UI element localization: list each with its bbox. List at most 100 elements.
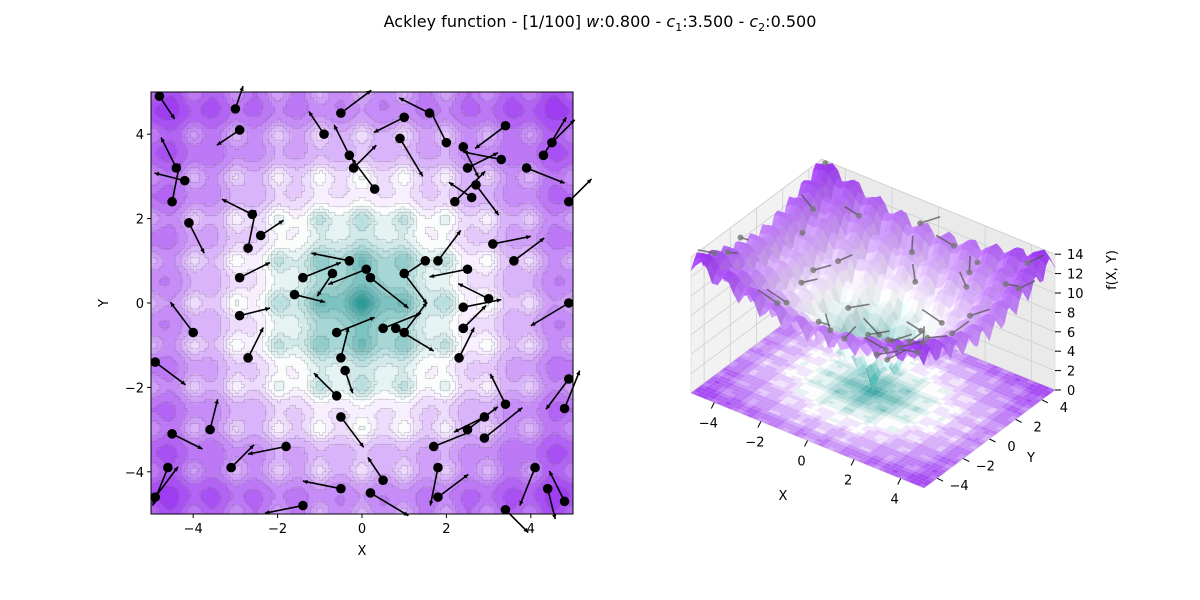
particle [433,229,462,266]
floor-cell [923,410,932,415]
floor-cell [816,372,825,378]
particle [234,307,271,321]
particle-velocity-arrow [519,467,536,506]
floor-cell [785,366,794,372]
floor-cell [866,452,875,457]
floor-cell [903,378,911,383]
floor-cell [857,412,866,417]
floor-cell [1026,386,1035,391]
floor-cell [851,370,860,375]
floor-cell [752,356,761,361]
floor-cell [828,417,836,422]
title-separator: - [733,12,749,31]
floor-cell [787,371,796,376]
floor-cell [952,411,961,417]
floor-cell [1021,377,1030,382]
floor-cell [1016,375,1025,380]
floor-cell [897,458,906,463]
floor-cell [894,460,903,466]
floor-cell [938,422,947,427]
floor-cell [950,401,959,406]
floor-cell [912,418,921,423]
floor-cell [837,374,846,380]
floor-cell [722,390,731,395]
floor-cell [896,448,905,453]
floor-cell [855,378,864,384]
floor-cell [764,341,773,346]
floor-cell [912,389,921,394]
floor-cell [753,350,761,355]
floor-cell [914,393,923,398]
floor-cell [975,394,984,400]
floor-cell [958,354,967,360]
floor-cell [855,408,864,413]
floor-cell [855,454,864,460]
surface-z-label: f(X, Y) [1105,250,1120,290]
floor-cell [1014,400,1023,406]
surface-particle-marker [918,327,925,334]
floor-cell [971,403,980,408]
floor-cell [874,399,883,405]
particle-velocity-arrow [489,373,507,405]
floor-cell [825,366,834,371]
arrow-head [422,298,427,304]
floor-cell [980,396,989,402]
floor-cell [790,375,798,380]
surface-particle-marker [914,349,921,356]
floor-cell [896,418,905,423]
floor-cell [865,435,874,440]
surface-particle-marker [737,234,744,241]
floor-cell [954,363,963,368]
particle [488,235,531,249]
floor-cell [877,450,886,455]
floor-cell [810,436,819,441]
surface-patch [918,348,928,366]
floor-cell [916,380,924,385]
floor-cell [759,362,768,368]
floor-cell [1018,386,1027,391]
floor-cell [756,365,765,370]
floor-cell [971,409,980,414]
floor-cell [1012,390,1021,395]
floor-cell [824,372,833,378]
floor-cell [909,450,918,455]
floor-cell [795,377,804,382]
floor-cell [938,416,947,421]
particle-velocity-arrow [457,282,489,300]
floor-cell [966,378,975,383]
particle-marker [336,353,346,363]
particle-marker [500,504,511,515]
floor-cell [921,376,930,381]
floor-cell [746,360,755,366]
floor-cell [950,378,959,383]
floor-cell [815,356,824,361]
floor-cell [823,379,832,384]
floor-cell [816,402,825,407]
floor-cell [964,397,973,402]
floor-cell [894,467,903,472]
floor-cell [886,460,895,466]
particle-velocity-arrow [483,407,523,439]
floor-cell [891,469,900,474]
floor-cell [805,434,814,439]
floor-cell [775,392,784,397]
floor-cell [936,382,945,387]
floor-cell [793,396,802,401]
floor-cell [861,397,870,403]
floor-cell [922,445,931,451]
floor-cell [797,352,806,357]
particle-marker [365,272,376,283]
floor-cell [787,377,796,382]
floor-cell [821,381,829,386]
floor-cell [904,395,912,400]
floor-cell [1002,409,1011,414]
floor-cell [988,367,997,372]
floor-cell [928,418,936,423]
floor-cell [821,351,830,357]
floor-cell [859,446,868,451]
floor-cell [844,387,853,392]
x-tick-label: 4 [527,522,535,537]
floor-cell [936,435,945,440]
floor-cell [813,375,822,380]
